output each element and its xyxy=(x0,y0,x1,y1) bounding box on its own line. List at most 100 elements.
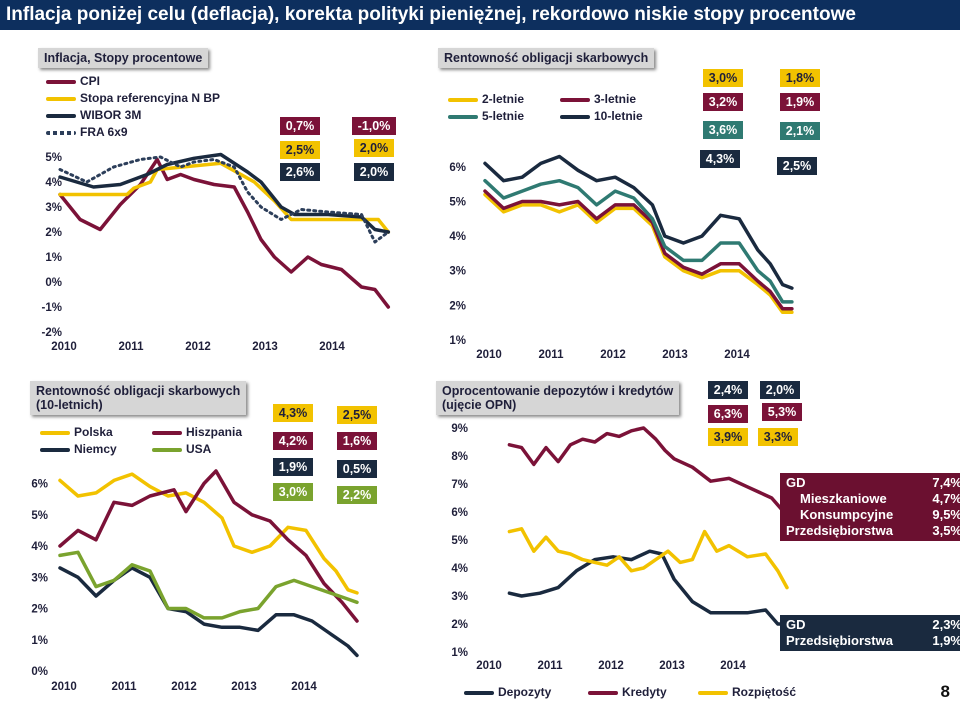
panel-bonds-intl-title: Rentowność obligacji skarbowych (10-letn… xyxy=(30,381,247,415)
y-tick-label: 3% xyxy=(449,266,466,278)
legend-item-10y: 10-letnie xyxy=(560,109,643,123)
x-tick-label: 2011 xyxy=(538,660,564,672)
badge-inflation-3: 2,0% xyxy=(354,139,394,157)
x-tick-label: 2012 xyxy=(171,681,197,693)
y-tick-label: 2% xyxy=(31,604,48,616)
panel-inflation-title: Inflacja, Stopy procentowe xyxy=(38,48,209,68)
x-tick-label: 2012 xyxy=(598,660,624,672)
legend-item-polska: Polska xyxy=(40,425,113,439)
page-number: 8 xyxy=(940,682,950,701)
y-tick-label: 2% xyxy=(451,619,468,631)
x-tick-label: 2014 xyxy=(319,341,345,353)
series-line-wibor-3m xyxy=(58,152,391,234)
page-title: Inflacja poniżej celu (deflacja), korekt… xyxy=(0,0,960,30)
badge-deposits-1: 2,0% xyxy=(760,381,800,399)
deposit-row-1: Przedsiębiorstwa 1,9% xyxy=(786,633,960,648)
series-line-5-letnie xyxy=(483,178,794,304)
chart-deposits: 9% 8% 7% 6% 5% 4% 3% 2% 1% 2010 2011 2012 2013 2014 xyxy=(451,423,789,672)
y-tick-label: 4% xyxy=(451,563,468,575)
series-line-niemcy xyxy=(58,566,359,658)
x-tick-label: 2014 xyxy=(720,660,746,672)
y-tick-label: 1% xyxy=(451,647,468,659)
panel-bonds-intl: Rentowność obligacji skarbowych (10-letn… xyxy=(0,375,420,704)
badge-bonds-intl-0: 4,3% xyxy=(273,404,313,422)
series-line-kredyty xyxy=(507,426,789,534)
panel-bonds-intl-title-line2: (10-letnich) xyxy=(36,398,103,412)
y-tick-label: 5% xyxy=(451,535,468,547)
x-tick-label: 2013 xyxy=(252,341,278,353)
badge-bonds-intl-6: 3,0% xyxy=(273,483,313,501)
x-tick-label: 2010 xyxy=(476,349,502,361)
badge-inflation-4: 2,6% xyxy=(280,163,320,181)
badge-deposits-5: 3,3% xyxy=(758,428,798,446)
panel-bonds-pl-title: Rentowność obligacji skarbowych xyxy=(438,48,655,68)
badge-deposits-4: 3,9% xyxy=(708,428,748,446)
y-tick-label: 6% xyxy=(449,162,466,174)
badge-inflation-1: -1,0% xyxy=(352,117,396,135)
y-tick-label: 4% xyxy=(45,177,62,189)
badge-bonds-intl-1: 2,5% xyxy=(337,406,377,424)
badge-bonds-intl-4: 1,9% xyxy=(273,458,313,476)
y-tick-label: 4% xyxy=(449,231,466,243)
series-line-cpi xyxy=(58,157,391,309)
y-tick-label: 7% xyxy=(451,479,468,491)
x-tick-label: 2013 xyxy=(659,660,685,672)
panel-deposits-title-line1: Oprocentowanie depozytów i kredytów xyxy=(442,384,674,398)
badge-bonds-pl-4: 3,6% xyxy=(703,121,743,139)
legend-item-wibor: WIBOR 3M xyxy=(46,108,141,122)
credit-row-1: Mieszkaniowe 4,7% xyxy=(800,491,960,506)
panel-inflation: Inflacja, Stopy procentowe CPI Stopa ref… xyxy=(0,40,420,365)
y-tick-label: 3% xyxy=(31,572,48,584)
panel-deposits: Oprocentowanie depozytów i kredytów (uję… xyxy=(430,375,960,704)
y-tick-label: -1% xyxy=(42,302,62,314)
series-line-rozpi-to- xyxy=(507,527,789,590)
y-tick-label: 1% xyxy=(449,335,466,347)
legend-item-ref: Stopa referencyjna N BP xyxy=(46,91,220,105)
y-tick-label: 1% xyxy=(31,635,48,647)
series-line-10-letnie xyxy=(483,154,794,290)
x-tick-label: 2014 xyxy=(291,681,317,693)
legend-item-rozpietosc: Rozpiętość xyxy=(698,685,796,699)
badge-bonds-pl-6: 4,3% xyxy=(700,150,740,168)
badge-bonds-pl-1: 1,8% xyxy=(780,69,820,87)
x-tick-label: 2013 xyxy=(231,681,257,693)
credit-breakdown-box: GD 7,4% Mieszkaniowe 4,7% Konsumpcyjne 9,5%… xyxy=(780,473,960,541)
x-tick-label: 2011 xyxy=(112,681,138,693)
panel-deposits-title: Oprocentowanie depozytów i kredytów (uję… xyxy=(436,381,680,415)
panel-bonds-intl-title-line1: Rentowność obligacji skarbowych xyxy=(36,384,241,398)
credit-row-3: Przedsiębiorstwa 3,5% xyxy=(786,523,960,538)
badge-bonds-intl-2: 4,2% xyxy=(273,432,313,450)
badge-bonds-pl-5: 2,1% xyxy=(780,122,820,140)
y-tick-label: 2% xyxy=(449,300,466,312)
y-tick-label: 2% xyxy=(45,227,62,239)
x-tick-label: 2011 xyxy=(119,341,145,353)
deposit-row-0: GD 2,3% xyxy=(786,617,960,632)
badge-inflation-5: 2,0% xyxy=(354,163,394,181)
y-tick-label: 5% xyxy=(45,152,62,164)
badge-bonds-pl-3: 1,9% xyxy=(780,93,820,111)
legend-item-fra: FRA 6x9 xyxy=(46,125,128,139)
legend-item-usa: USA xyxy=(152,442,211,456)
series-line-stopa-referencyjna-n-bp xyxy=(58,161,391,234)
legend-item-hiszpania: Hiszpania xyxy=(152,425,242,439)
legend-item-depozyty: Depozyty xyxy=(464,685,551,699)
x-tick-label: 2010 xyxy=(51,341,77,353)
y-tick-label: 9% xyxy=(451,423,468,435)
series-line-hiszpania xyxy=(58,469,359,623)
y-tick-label: 6% xyxy=(451,507,468,519)
legend-item-2y: 2-letnie xyxy=(448,92,524,106)
deposit-breakdown-box: GD 2,3% Przedsiębiorstwa 1,9% xyxy=(780,615,960,651)
y-tick-label: 8% xyxy=(451,451,468,463)
x-tick-label: 2014 xyxy=(724,349,750,361)
badge-bonds-pl-0: 3,0% xyxy=(703,69,743,87)
badge-bonds-intl-3: 1,6% xyxy=(337,432,377,450)
y-tick-label: 5% xyxy=(449,196,466,208)
chart-bonds-intl: 6% 5% 4% 3% 2% 1% 0%2010 2011 2012 2013 2014 xyxy=(31,469,359,693)
badge-deposits-2: 6,3% xyxy=(708,405,748,423)
legend-item-3y: 3-letnie xyxy=(560,92,636,106)
x-tick-label: 2012 xyxy=(600,349,626,361)
badge-bonds-intl-5: 0,5% xyxy=(337,460,377,478)
panel-deposits-title-line2: (ujęcie OPN) xyxy=(442,398,517,412)
badge-inflation-0: 0,7% xyxy=(280,117,320,135)
chart-bonds-pl: 6% 5% 4% 3% 2% 1% 2010 2011 2012 2013 2014 xyxy=(449,154,794,361)
